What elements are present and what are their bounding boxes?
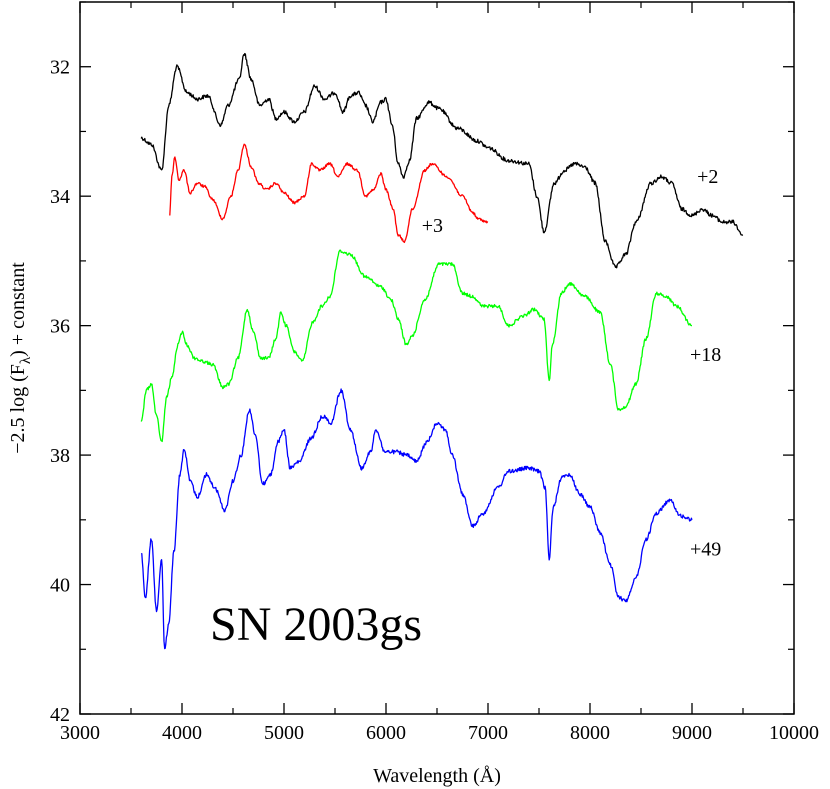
spectrum-line-0	[140, 52, 744, 269]
y-tick-label: 40	[50, 575, 70, 597]
epoch-label-1: +3	[422, 215, 443, 237]
y-tick-label: 32	[50, 57, 70, 79]
y-axis-title-tail: ) + constant	[7, 262, 29, 357]
y-tick-label: 42	[50, 704, 70, 726]
x-tick-label: 5000	[264, 722, 304, 744]
y-axis-title-main: −2.5 log (F	[7, 364, 29, 454]
epoch-label-3: +49	[690, 538, 721, 560]
x-tick-label: 4000	[162, 722, 202, 744]
axis-tick-labels: 3000 4000 5000 6000 7000 8000 9000 10000 32 34 36 3…	[50, 57, 819, 744]
y-axis-title-sub: λ	[18, 356, 34, 364]
x-axis-title: Wavelength (Å)	[373, 765, 501, 787]
x-tick-label: 8000	[570, 722, 610, 744]
y-tick-label: 34	[50, 186, 70, 208]
epoch-label-0: +2	[697, 166, 718, 188]
spectrum-line-2	[140, 249, 693, 443]
y-tick-label: 38	[50, 445, 70, 467]
chart-title: SN 2003gs	[210, 598, 422, 651]
x-tick-label: 6000	[366, 722, 406, 744]
x-tick-label: 10000	[769, 722, 819, 744]
spectra-series	[140, 52, 744, 650]
epoch-label-2: +18	[690, 344, 721, 366]
spectrum-line-1	[169, 143, 489, 244]
x-tick-label: 9000	[672, 722, 712, 744]
series-labels: +2 +3 +18 +49	[422, 166, 722, 560]
x-tick-label: 7000	[468, 722, 508, 744]
y-tick-label: 36	[50, 316, 70, 338]
x-tick-label: 3000	[60, 722, 100, 744]
y-axis-title: −2.5 log (Fλ) + constant	[7, 262, 34, 454]
axis-ticks	[79, 1, 795, 715]
spectrum-line-3	[140, 388, 693, 650]
